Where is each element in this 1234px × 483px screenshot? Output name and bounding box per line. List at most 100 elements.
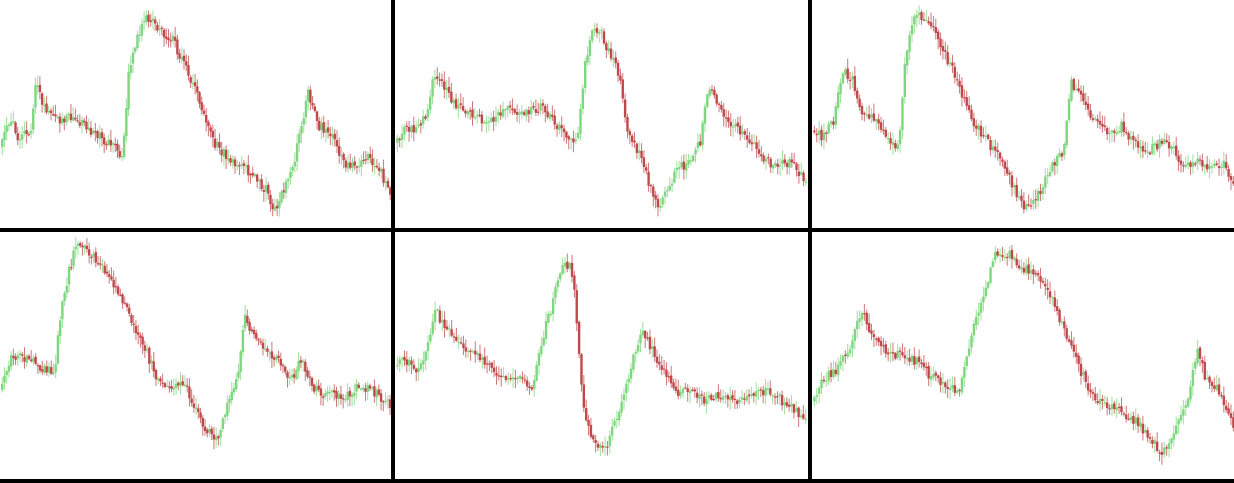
candle-body-down [865, 312, 868, 325]
candle-body-down [85, 245, 89, 250]
candle-body-up [337, 393, 340, 399]
candle-body-down [322, 122, 325, 133]
candle-body-up [1172, 146, 1176, 149]
candle-body-up [979, 302, 983, 313]
candle-body-down [443, 319, 446, 328]
candle-body-up [1129, 416, 1133, 421]
candle-body-down [196, 86, 199, 93]
candle-body-down [281, 365, 285, 367]
candle-body-up [275, 356, 278, 361]
candle-body-down [154, 369, 158, 380]
candle-body-down [499, 112, 502, 116]
candle-body-up [326, 391, 329, 394]
candle-body-down [922, 362, 926, 368]
candle-body-down [1227, 408, 1230, 414]
candle-body-up [896, 350, 899, 358]
candle-body-down [29, 359, 33, 362]
candle-body-down [500, 375, 503, 378]
candle-body-down [1148, 437, 1152, 439]
candle-body-up [83, 245, 86, 249]
candle-body-up [424, 351, 427, 361]
candle-body-down [1034, 199, 1037, 201]
candle-body-up [54, 364, 57, 373]
candle-body-down [1084, 371, 1087, 382]
candle-body-up [559, 273, 562, 280]
candle-body-up [574, 139, 578, 142]
candle-body-down [70, 267, 73, 269]
candle-body-up [56, 335, 60, 364]
candle-body-up [52, 372, 55, 375]
candle-body-down [822, 379, 826, 382]
candle-body-down [513, 109, 516, 113]
candle-body-down [141, 336, 144, 345]
candle-body-up [629, 368, 633, 379]
candle-body-down [522, 112, 526, 115]
candle-body-down [717, 391, 720, 399]
candle-body-down [776, 396, 779, 398]
candle-body-down [577, 321, 581, 354]
candle-body-down [12, 355, 15, 358]
candle-body-down [573, 275, 576, 290]
candle-body-down [277, 355, 280, 359]
candle-body-up [829, 121, 833, 125]
candle-body-down [645, 167, 648, 171]
candle-body-up [1144, 430, 1147, 433]
candle-body-up [366, 154, 370, 160]
candle-body-up [360, 160, 363, 167]
candle-body-down [944, 382, 947, 388]
candle-body-down [83, 120, 86, 123]
candle-body-up [661, 197, 664, 205]
candle-body-up [915, 15, 918, 18]
candle-body-up [839, 83, 842, 95]
candle-body-up [43, 365, 46, 374]
candle-body-down [1027, 264, 1030, 274]
candle-body-down [848, 79, 852, 82]
candle-body-down [787, 404, 791, 407]
candle-body-up [87, 127, 90, 130]
candle-body-down [1006, 256, 1009, 259]
candle-body-up [293, 161, 297, 167]
candle-body-down [379, 393, 383, 402]
candle-body-down [368, 385, 372, 389]
candle-body-down [267, 184, 270, 194]
candle-body-up [7, 124, 11, 127]
candle-body-up [253, 174, 257, 177]
candle-body-up [841, 73, 845, 84]
candle-body-up [304, 100, 308, 118]
candle-body-down [169, 40, 172, 42]
candle-body-up [889, 352, 892, 354]
candle-body-down [105, 271, 109, 274]
candle-body-down [863, 313, 866, 315]
candle-body-up [290, 375, 294, 378]
candle-body-down [450, 91, 453, 103]
candle-body-up [548, 113, 552, 119]
candle-body-down [785, 163, 789, 167]
candle-body-down [713, 89, 716, 96]
candle-body-up [568, 263, 571, 269]
candle-body-down [349, 162, 352, 168]
candle-body-up [324, 128, 328, 133]
candle-body-down [508, 105, 512, 108]
candle-body-down [310, 377, 314, 386]
candle-body-down [123, 302, 126, 304]
candle-body-down [165, 36, 168, 39]
candle-body-up [287, 179, 290, 182]
candle-body-down [1146, 430, 1149, 438]
candle-body-up [544, 321, 548, 339]
candle-body-down [953, 385, 957, 393]
candle-body-down [894, 352, 897, 359]
candle-body-up [1213, 164, 1216, 166]
candle-body-up [901, 97, 904, 131]
candle-body-down [872, 334, 876, 338]
candle-body-down [1103, 125, 1107, 128]
candle-body-up [1167, 443, 1171, 450]
candle-body-down [846, 68, 849, 80]
candle-body-down [309, 89, 312, 103]
candle-body-down [410, 360, 413, 365]
candle-body-down [218, 142, 221, 148]
candle-body-down [49, 110, 53, 114]
candle-body-up [1186, 398, 1190, 407]
candle-body-up [1179, 415, 1183, 421]
candle-body-up [301, 360, 305, 363]
candle-body-up [241, 329, 245, 353]
